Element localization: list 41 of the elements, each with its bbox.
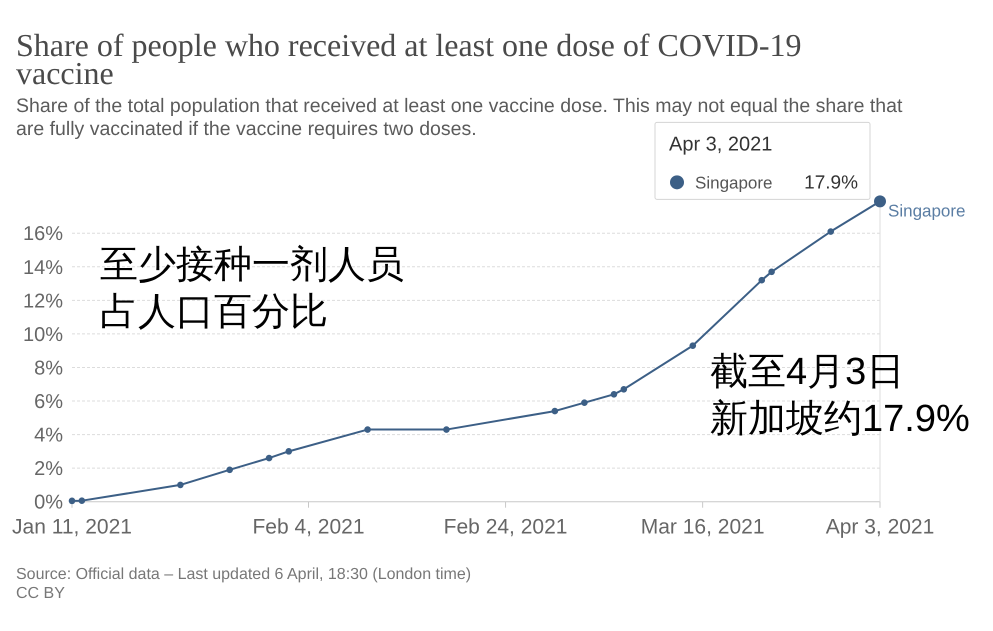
point: [768, 268, 775, 276]
point: [758, 276, 766, 284]
annotation: 新加坡约17.9%: [710, 398, 970, 440]
point: [78, 497, 86, 504]
point: [581, 399, 588, 406]
annotation: 至少接种一剂人员: [100, 244, 404, 286]
x-tick-label: Apr 3, 2021: [826, 516, 934, 539]
point: [177, 482, 184, 488]
point: [443, 426, 450, 433]
data-label: 17.9%: [804, 172, 858, 194]
point: [364, 426, 371, 433]
y-tick-label: 4%: [34, 424, 64, 447]
tooltip: Singapore 17.9% Apr 3, 2021: [654, 122, 870, 200]
point: [552, 408, 558, 414]
point: [68, 498, 76, 504]
point: [620, 386, 628, 393]
point: [226, 466, 233, 474]
x-tick-label: Jan 11, 2021: [12, 516, 132, 539]
y-tick-label: 8%: [34, 357, 64, 380]
point: [266, 454, 272, 462]
source-note: Source: Official data – Last updated 6 April, 18:30 (London time): [16, 566, 472, 583]
text: Singapore: [888, 201, 966, 220]
point: [689, 342, 696, 349]
y-tick-label: 14%: [22, 256, 64, 279]
x-tick-label: Feb 24, 2021: [444, 516, 568, 539]
point: [610, 391, 618, 398]
chart-title: Share of people who received at least one dose of COVID-19 vaccine: [16, 27, 802, 91]
y-tick-label: 16%: [22, 223, 64, 246]
text: CC BY: [16, 585, 66, 602]
y-tick-label: 10%: [22, 324, 64, 346]
x-tick-label: Feb 4, 2021: [252, 516, 365, 539]
point: [827, 228, 834, 235]
annotation: 占人口百分比: [100, 291, 328, 333]
annotation: 截至4月3日: [710, 351, 904, 393]
x-tick-label: Mar 16, 2021: [640, 516, 765, 539]
y-tick-label: 0%: [34, 492, 64, 514]
point: [285, 448, 292, 455]
y-tick-label: 6%: [34, 391, 64, 414]
y-tick-label: 12%: [22, 290, 64, 312]
legend-label: Singapore: [695, 173, 773, 192]
y-tick-label: 2%: [34, 458, 64, 480]
